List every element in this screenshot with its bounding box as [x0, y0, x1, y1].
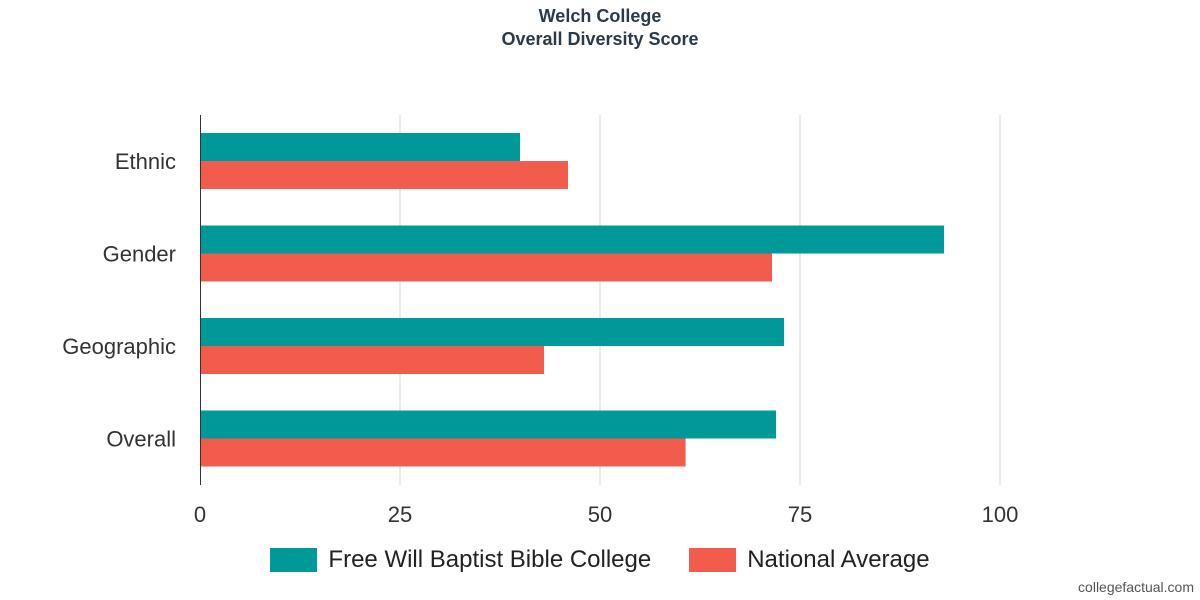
x-tick-label-0: 0	[194, 502, 206, 527]
category-label-overall: Overall	[106, 427, 176, 452]
category-label-gender: Gender	[103, 242, 176, 267]
category-label-geographic: Geographic	[62, 334, 176, 359]
x-tick-label-50: 50	[588, 502, 612, 527]
bar-gender-series-2	[200, 253, 772, 282]
legend-swatch-series-2	[689, 548, 737, 572]
category-label-ethnic: Ethnic	[115, 149, 176, 174]
legend-label-series-2: National Average	[747, 546, 930, 573]
x-tick-label-25: 25	[388, 502, 412, 527]
chart-title-block: Welch College Overall Diversity Score	[0, 5, 1200, 51]
bar-ethnic-series-2	[200, 161, 568, 189]
bar-overall-series-2	[200, 438, 686, 467]
legend: Free Will Baptist Bible College National…	[0, 546, 1200, 574]
legend-swatch-series-1	[270, 548, 318, 572]
bar-overall-series-1	[200, 410, 776, 439]
bar-ethnic-series-1	[200, 133, 520, 161]
x-tick-label-75: 75	[788, 502, 812, 527]
chart-subtitle: Overall Diversity Score	[501, 29, 699, 49]
bar-gender-series-1	[200, 225, 944, 254]
legend-label-series-1: Free Will Baptist Bible College	[328, 546, 652, 573]
legend-item-series-1[interactable]: Free Will Baptist Bible College	[270, 546, 651, 574]
chart-title: Welch College	[538, 6, 662, 26]
bar-geographic-series-2	[200, 346, 544, 374]
watermark: collegefactual.com	[1078, 579, 1194, 595]
x-tick-label-100: 100	[982, 502, 1019, 527]
legend-item-series-2[interactable]: National Average	[689, 546, 930, 574]
bar-geographic-series-1	[200, 318, 784, 346]
